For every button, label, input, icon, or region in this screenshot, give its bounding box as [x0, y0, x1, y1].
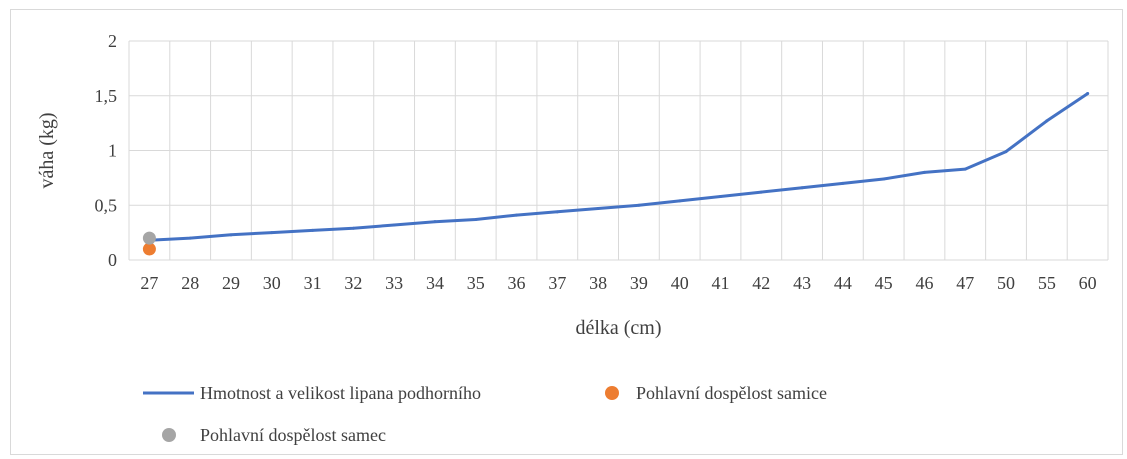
line-data-point	[922, 170, 926, 174]
x-tick-label: 45	[875, 273, 893, 293]
x-tick-label: 31	[304, 273, 322, 293]
line-data-point	[963, 167, 967, 171]
line-chart: 0 0,5 1 1,5 2 27 28 29 30 31 32 33 34 35 36 37 38 39 40 41…	[36, 31, 1109, 445]
x-tick-label: 60	[1079, 273, 1097, 293]
x-tick-label: 43	[793, 273, 811, 293]
x-tick-label: 28	[181, 273, 199, 293]
x-tick-label: 44	[834, 273, 852, 293]
legend: Hmotnost a velikost lipana podhorního Po…	[143, 383, 827, 445]
legend-label-line: Hmotnost a velikost lipana podhorního	[200, 383, 481, 403]
x-tick-label: 35	[467, 273, 485, 293]
line-data-point	[759, 190, 763, 194]
x-tick-label: 38	[589, 273, 607, 293]
x-tick-labels: 27 28 29 30 31 32 33 34 35 36 37 38 39 40 41 42 43 44 45 46…	[140, 273, 1096, 293]
y-tick-label: 0	[108, 250, 117, 270]
line-data-point	[188, 236, 192, 240]
line-data-point	[678, 199, 682, 203]
scatter-point-female	[142, 242, 156, 256]
line-data-point	[596, 207, 600, 211]
y-tick-labels: 0 0,5 1 1,5 2	[95, 31, 118, 270]
x-tick-label: 42	[752, 273, 770, 293]
legend-item-female: Pohlavní dospělost samice	[605, 383, 827, 403]
line-data-point	[800, 186, 804, 190]
line-data-point	[270, 231, 274, 235]
line-data-point	[392, 223, 396, 227]
line-data-point	[1004, 150, 1008, 154]
legend-point-marker-female	[605, 386, 619, 400]
line-data-point	[474, 217, 478, 221]
line-data-point	[1045, 119, 1049, 123]
legend-label-male: Pohlavní dospělost samec	[200, 425, 386, 445]
x-tick-label: 29	[222, 273, 240, 293]
chart-frame: 0 0,5 1 1,5 2 27 28 29 30 31 32 33 34 35 36 37 38 39 40 41…	[10, 9, 1123, 455]
line-data-point	[841, 181, 845, 185]
y-tick-label: 2	[108, 31, 117, 51]
x-tick-label: 37	[548, 273, 566, 293]
x-tick-label: 46	[915, 273, 933, 293]
y-axis-title: váha (kg)	[36, 112, 58, 188]
y-tick-label: 0,5	[95, 195, 118, 215]
x-tick-label: 47	[956, 273, 974, 293]
x-tick-label: 50	[997, 273, 1015, 293]
series-line	[147, 92, 1090, 242]
line-data-point	[351, 226, 355, 230]
legend-item-line: Hmotnost a velikost lipana podhorního	[143, 383, 481, 403]
x-tick-label: 36	[508, 273, 526, 293]
legend-item-male: Pohlavní dospělost samec	[162, 425, 386, 445]
x-tick-label: 33	[385, 273, 403, 293]
x-axis-title: délka (cm)	[575, 317, 661, 339]
line-data-point	[1086, 92, 1090, 96]
y-tick-label: 1	[108, 141, 117, 161]
line-data-point	[718, 194, 722, 198]
line-data-point	[515, 213, 519, 217]
x-tick-label: 30	[263, 273, 281, 293]
line-data-point	[637, 203, 641, 207]
x-tick-label: 55	[1038, 273, 1056, 293]
line-data-point	[882, 177, 886, 181]
line-data-point	[433, 220, 437, 224]
legend-point-marker-male	[162, 428, 176, 442]
x-tick-label: 34	[426, 273, 444, 293]
x-tick-label: 40	[671, 273, 689, 293]
grid	[128, 40, 1109, 261]
legend-label-female: Pohlavní dospělost samice	[636, 383, 827, 403]
x-tick-label: 27	[140, 273, 158, 293]
line-data-point	[555, 210, 559, 214]
x-tick-label: 32	[344, 273, 362, 293]
x-tick-label: 41	[711, 273, 729, 293]
x-tick-label: 39	[630, 273, 648, 293]
y-tick-label: 1,5	[95, 86, 118, 106]
scatter-point-male	[142, 231, 156, 245]
line-data-point	[229, 233, 233, 237]
line-data-point	[311, 228, 315, 232]
series-layer	[142, 92, 1090, 256]
